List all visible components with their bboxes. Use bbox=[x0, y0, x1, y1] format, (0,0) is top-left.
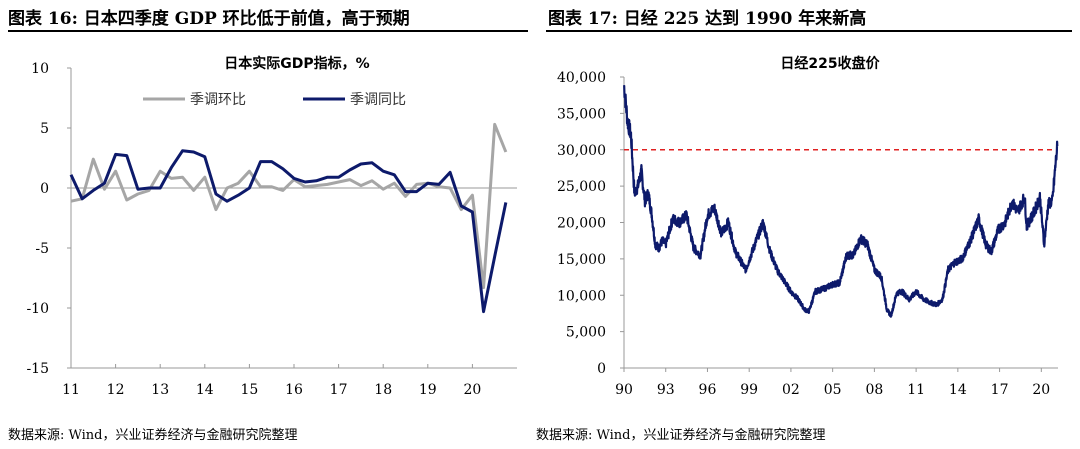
nikkei-y-tick-label: 30,000 bbox=[557, 143, 606, 159]
nikkei-y-tick-label: 0 bbox=[597, 361, 606, 377]
nikkei-chart: 日经225收盘价 40,000 35,000 30,000 25,000 20,000 1… bbox=[557, 55, 1059, 398]
gdp-y-tick-label: 5 bbox=[40, 121, 49, 137]
gdp-y-tick-label: -10 bbox=[26, 301, 49, 317]
left-source-note: 数据来源: Wind，兴业证券经济与金融研究院整理 bbox=[8, 428, 298, 443]
gdp-x-tick-label: 11 bbox=[62, 382, 80, 398]
nikkei-x-tick-label: 02 bbox=[782, 382, 800, 398]
nikkei-x-tick-label: 14 bbox=[949, 382, 967, 398]
nikkei-x-tick-label: 90 bbox=[615, 382, 633, 398]
legend-label-qoq: 季调环比 bbox=[190, 92, 246, 108]
gdp-x-tick-label: 12 bbox=[107, 382, 125, 398]
gdp-x-tick-label: 13 bbox=[151, 382, 169, 398]
nikkei-x-tick-label: 96 bbox=[699, 382, 717, 398]
nikkei-y-tick-label: 10,000 bbox=[557, 288, 606, 304]
nikkei-y-tick-label: 15,000 bbox=[557, 252, 606, 268]
gdp-x-tick-label: 18 bbox=[374, 382, 392, 398]
nikkei-x-tick-label: 11 bbox=[907, 382, 925, 398]
gdp-x-tick-label: 20 bbox=[463, 382, 481, 398]
gdp-chart-axes: 10 5 0 -5 -10 -15 11 12 13 14 15 16 17 18 19 20 bbox=[26, 61, 517, 398]
gdp-series-qoq-line bbox=[70, 122, 508, 290]
gdp-y-tick-label: -5 bbox=[35, 241, 49, 257]
nikkei-x-tick-label: 08 bbox=[865, 382, 883, 398]
nikkei-close-line bbox=[622, 84, 1059, 318]
nikkei-x-tick-label: 17 bbox=[991, 382, 1009, 398]
gdp-y-tick-label: -15 bbox=[26, 361, 49, 377]
nikkei-y-tick-label: 20,000 bbox=[557, 216, 606, 232]
nikkei-chart-axes: 40,000 35,000 30,000 25,000 20,000 15,000 10,0… bbox=[557, 70, 1058, 398]
left-title-rule bbox=[8, 30, 528, 32]
gdp-chart-series bbox=[69, 122, 508, 314]
gdp-chart-legend: 季调环比 季调同比 bbox=[143, 92, 406, 108]
nikkei-chart-series bbox=[622, 84, 1059, 318]
gdp-x-tick-label: 14 bbox=[196, 382, 214, 398]
gdp-chart: 日本实际GDP指标，% 季调环比 季调同比 10 5 0 -5 -10 -15 11 12 13… bbox=[26, 55, 517, 398]
gdp-x-tick-label: 17 bbox=[330, 382, 348, 398]
gdp-x-tick-label: 16 bbox=[285, 382, 303, 398]
gdp-y-tick-label: 0 bbox=[40, 181, 49, 197]
right-title-rule bbox=[546, 30, 1072, 32]
gdp-x-tick-label: 15 bbox=[240, 382, 258, 398]
gdp-y-tick-label: 10 bbox=[31, 61, 49, 77]
nikkei-x-tick-label: 05 bbox=[824, 382, 842, 398]
nikkei-x-tick-label: 93 bbox=[657, 382, 675, 398]
legend-label-yoy: 季调同比 bbox=[350, 92, 406, 108]
nikkei-y-tick-label: 35,000 bbox=[557, 106, 606, 122]
nikkei-y-tick-label: 25,000 bbox=[557, 179, 606, 195]
nikkei-chart-title: 日经225收盘价 bbox=[780, 55, 880, 72]
nikkei-y-tick-label: 5,000 bbox=[566, 325, 606, 341]
left-figure-title: 图表 16: 日本四季度 GDP 环比低于前值，高于预期 bbox=[8, 9, 410, 29]
nikkei-y-tick-label: 40,000 bbox=[557, 70, 606, 86]
right-source-note: 数据来源: Wind，兴业证券经济与金融研究院整理 bbox=[536, 428, 826, 443]
gdp-series-yoy-line bbox=[69, 149, 508, 314]
right-figure-title: 图表 17: 日经 225 达到 1990 年来新高 bbox=[548, 9, 867, 29]
nikkei-x-tick-label: 99 bbox=[740, 382, 758, 398]
gdp-x-tick-label: 19 bbox=[419, 382, 437, 398]
nikkei-x-tick-label: 20 bbox=[1032, 382, 1050, 398]
gdp-chart-title: 日本实际GDP指标，% bbox=[224, 55, 369, 72]
